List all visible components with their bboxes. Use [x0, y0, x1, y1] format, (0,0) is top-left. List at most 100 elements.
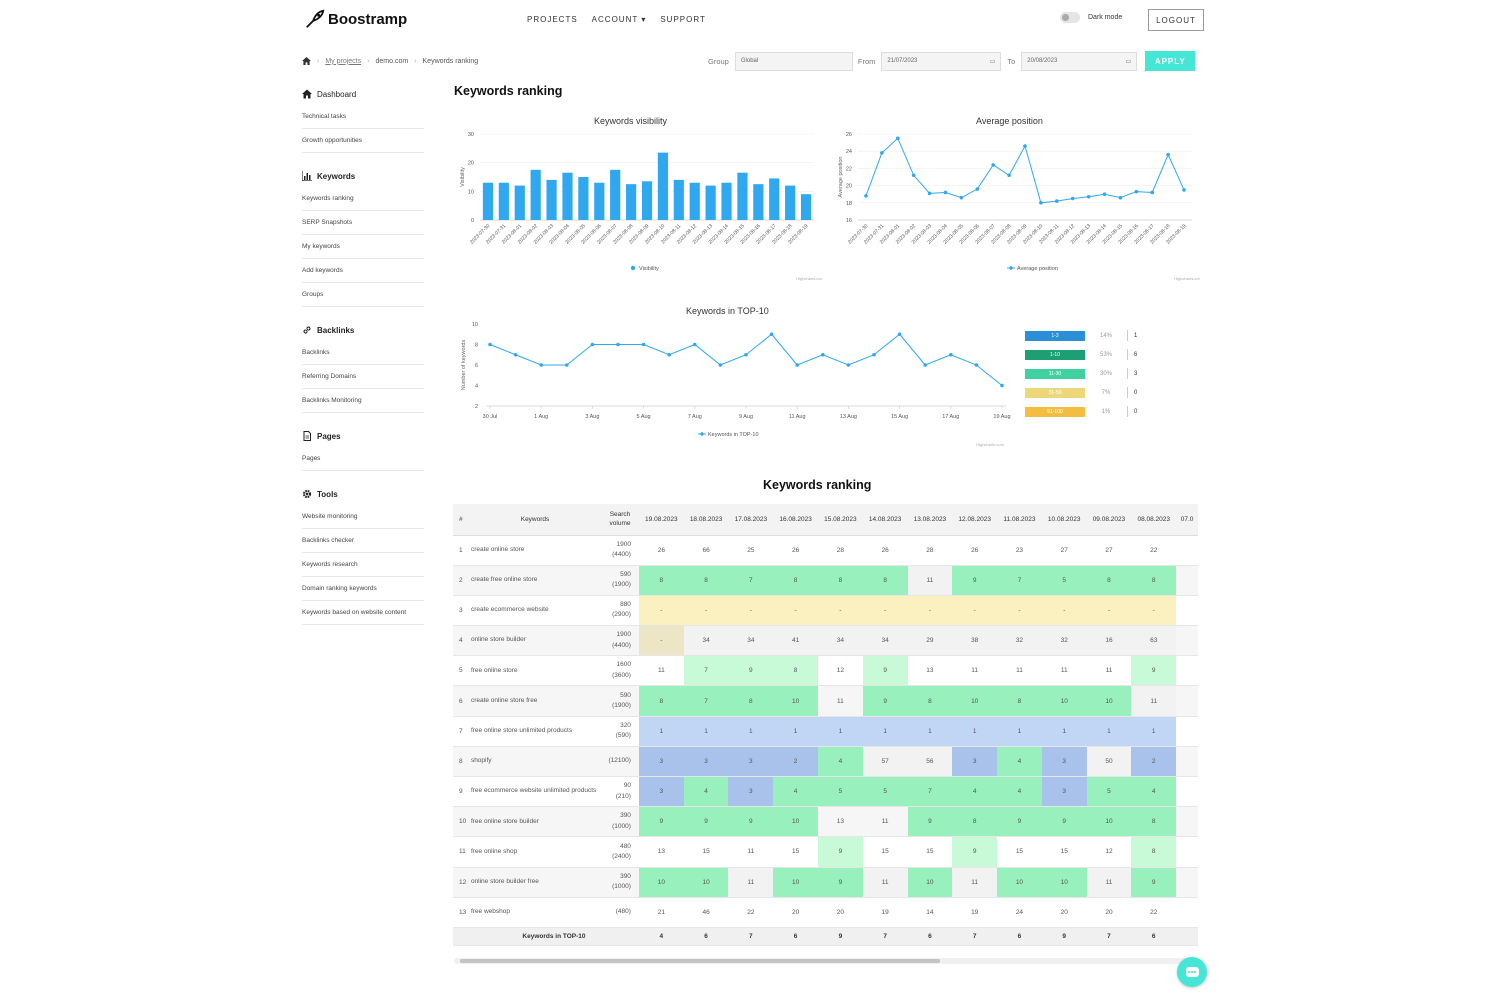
column-header-date[interactable]: 15.08.2023 — [818, 504, 863, 536]
column-header-date[interactable]: 11.08.2023 — [997, 504, 1042, 536]
keyword-cell[interactable]: create online store free — [468, 685, 602, 717]
visibility-bar — [673, 179, 684, 220]
range-pill[interactable]: 51-100 — [1025, 406, 1085, 417]
range-pill[interactable]: 11-30 — [1025, 368, 1085, 379]
table-row[interactable]: 2 create free online store 590 (1900) 8 8 7 8 8 8… — [453, 565, 1198, 596]
column-header-date[interactable]: 08.08.2023 — [1131, 504, 1177, 536]
column-header-number[interactable]: # — [453, 504, 469, 536]
sidebar-item-serp-snapshots[interactable]: SERP Snapshots — [302, 211, 424, 235]
table-row[interactable]: 9 free ecommerce website unlimited produc… — [453, 776, 1198, 808]
position-cell: 1 — [907, 716, 953, 747]
column-header-keyword[interactable]: Keywords — [468, 504, 602, 536]
sidebar-item-growth-opportunities[interactable]: Growth opportunities — [302, 129, 424, 153]
sidebar-item-add-keywords[interactable]: Add keywords — [302, 259, 424, 283]
sidebar-item-domain-ranking-keywords[interactable]: Domain ranking keywords — [302, 577, 424, 601]
keyword-cell[interactable]: free online store unlimited products — [468, 716, 602, 747]
table-row[interactable]: 8 shopify (12100) 3 3 3 2 4 57 56 3 4 3 50 2 — [453, 746, 1198, 778]
keyword-cell[interactable]: free online shop — [468, 836, 602, 868]
sidebar-item-groups[interactable]: Groups — [302, 283, 424, 307]
position-cell — [1176, 746, 1198, 778]
range-pill[interactable]: 1-3 — [1025, 330, 1085, 341]
from-label: From — [857, 56, 876, 66]
nav-projects[interactable]: PROJECTS — [527, 15, 578, 24]
visibility-bar — [626, 184, 637, 220]
column-header-date[interactable]: 19.08.2023 — [638, 504, 684, 536]
column-header-date[interactable]: 07.0 — [1176, 504, 1198, 536]
sidebar-section-keywords[interactable]: Keywords — [302, 165, 424, 187]
column-header-date[interactable]: 12.08.2023 — [952, 504, 998, 536]
keyword-cell[interactable]: free online store builder — [468, 806, 602, 838]
sidebar-section-pages[interactable]: Pages — [302, 425, 424, 447]
y-tick-label: 20 — [468, 161, 474, 167]
nav-support[interactable]: SUPPORT — [660, 15, 706, 24]
keywords-table-wrap[interactable]: # Keywords Search volume 19.08.2023 18.08.20… — [453, 504, 1198, 947]
breadcrumb-domain[interactable]: demo.com — [375, 57, 409, 65]
column-header-date[interactable]: 18.08.2023 — [683, 504, 729, 536]
logout-button[interactable]: LOGOUT — [1148, 9, 1204, 31]
keyword-cell[interactable]: online store builder free — [468, 867, 602, 898]
range-pill[interactable]: 1-10 — [1025, 349, 1085, 360]
sidebar-item-backlinks[interactable]: Backlinks — [302, 341, 424, 365]
keyword-cell[interactable]: free ecommerce website unlimited product… — [468, 776, 602, 808]
position-cell: 15 — [683, 836, 729, 868]
sidebar-item-referring-domains[interactable]: Referring Domains — [302, 365, 424, 389]
apply-button[interactable]: APPLY — [1145, 51, 1196, 71]
keyword-cell[interactable]: free webshop — [468, 897, 602, 928]
sidebar-item-website-monitoring[interactable]: Website monitoring — [302, 505, 424, 529]
table-row[interactable]: 13 free webshop (480) 21 46 22 20 20 19 14 19 24 20 2… — [453, 897, 1198, 928]
table-row[interactable]: 12 online store builder free 390 (1000) 10 10… — [453, 867, 1198, 898]
volume-cell: 1900 (4400) — [601, 535, 639, 566]
table-scrollbar-thumb[interactable] — [460, 959, 940, 963]
row-number: 3 — [453, 595, 469, 627]
column-header-date[interactable]: 17.08.2023 — [728, 504, 774, 536]
sidebar-item-dashboard[interactable]: Dashboard — [302, 83, 424, 105]
y-tick-label: 8 — [475, 343, 478, 349]
table-row[interactable]: 6 create online store free 590 (1900) 8 7 8 10 1… — [453, 685, 1198, 717]
top10-point — [974, 363, 979, 367]
dark-mode-toggle[interactable] — [1060, 12, 1080, 23]
legend-marker — [699, 431, 705, 437]
table-row[interactable]: 11 free online shop 480 (2400) 13 15 11 15 9 15 15… — [453, 836, 1198, 868]
total-cell: 6 — [683, 927, 729, 946]
table-scrollbar[interactable] — [454, 958, 1194, 964]
group-select[interactable]: Global — [734, 51, 853, 71]
range-pill[interactable]: 31-50 — [1025, 387, 1085, 398]
sidebar-section-tools[interactable]: Tools — [302, 483, 424, 505]
table-row[interactable]: 5 free online store 1600 (3600) 11 7 9 8 12 9 13 11… — [453, 655, 1198, 687]
sidebar-item-backlinks-checker[interactable]: Backlinks checker — [302, 529, 424, 553]
column-header-date[interactable]: 14.08.2023 — [862, 504, 908, 536]
logo[interactable]: Boostramp — [304, 8, 407, 30]
sidebar-item-technical-tasks[interactable]: Technical tasks — [302, 105, 424, 129]
sidebar-item-keywords-based-on-content[interactable]: Keywords based on website content — [302, 601, 424, 625]
keyword-cell[interactable]: create free online store — [468, 565, 602, 596]
from-date-input[interactable]: 21/07/2023 ▭ — [881, 51, 1002, 71]
table-row[interactable]: 7 free online store unlimited products 320… — [453, 716, 1198, 747]
search-volume-global: (1000) — [612, 822, 631, 830]
keyword-cell[interactable]: create ecommerce website — [468, 595, 602, 627]
table-row[interactable]: 4 online store builder 1900 (4400) -34 34 41 34… — [453, 625, 1198, 657]
breadcrumb-my-projects[interactable]: My projects — [325, 57, 362, 65]
sidebar-item-keywords-ranking[interactable]: Keywords ranking — [302, 187, 424, 211]
to-date-input[interactable]: 20/08/2023 ▭ — [1021, 51, 1138, 71]
keyword-cell[interactable]: online store builder — [468, 625, 602, 657]
chat-button[interactable] — [1177, 957, 1207, 987]
sidebar-item-keywords-research[interactable]: Keywords research — [302, 553, 424, 577]
keyword-cell[interactable]: shopify — [468, 746, 602, 778]
column-header-date[interactable]: 10.08.2023 — [1041, 504, 1087, 536]
home-icon[interactable] — [302, 57, 311, 65]
keyword-cell[interactable]: free online store — [468, 655, 602, 687]
table-row[interactable]: 1 create online store 1900 (4400) 26 66 25 26 28… — [453, 535, 1198, 566]
column-header-date[interactable]: 16.08.2023 — [773, 504, 818, 536]
column-header-date[interactable]: 13.08.2023 — [907, 504, 953, 536]
sidebar-item-pages[interactable]: Pages — [302, 447, 424, 471]
sidebar-item-my-keywords[interactable]: My keywords — [302, 235, 424, 259]
keyword-cell[interactable]: create online store — [468, 535, 602, 566]
column-header-volume[interactable]: Search volume — [601, 504, 639, 536]
table-row[interactable]: 3 create ecommerce website 880 (2900) - - - - - -… — [453, 595, 1198, 627]
sidebar-item-backlinks-monitoring[interactable]: Backlinks Monitoring — [302, 389, 424, 413]
nav-account[interactable]: ACCOUNT ▾ — [592, 15, 647, 24]
table-row[interactable]: 10 free online store builder 390 (1000) 9 9 9 1… — [453, 806, 1198, 838]
position-cell: 1 — [997, 716, 1042, 747]
column-header-date[interactable]: 09.08.2023 — [1086, 504, 1132, 536]
sidebar-section-backlinks[interactable]: Backlinks — [302, 319, 424, 341]
